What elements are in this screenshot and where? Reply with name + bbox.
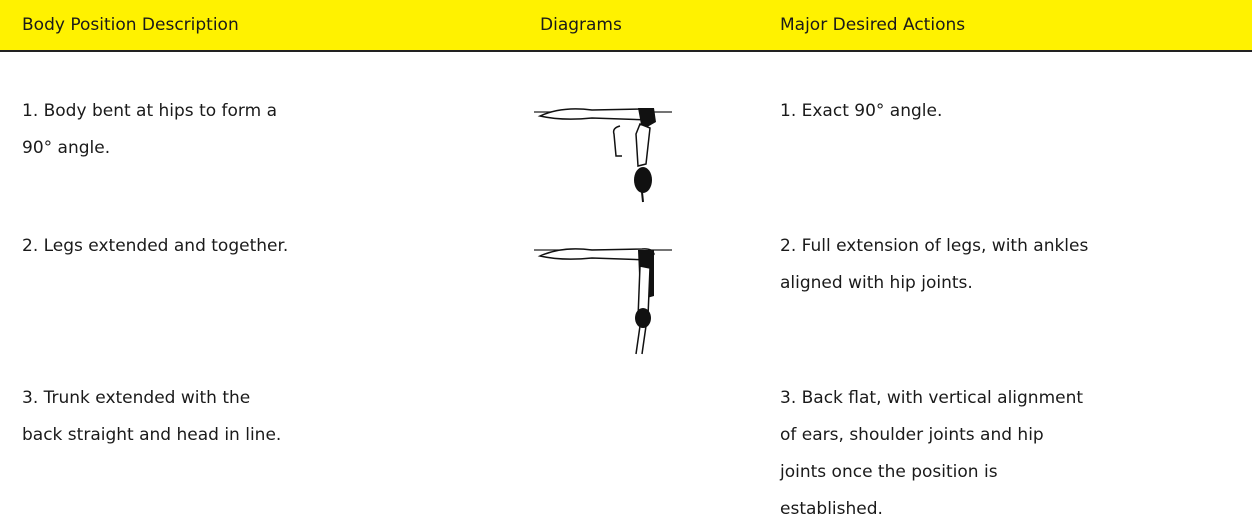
actions-cell: 2. Full extension of legs, with ankles al… (780, 228, 1088, 302)
description-line: 2. Legs extended and together. (22, 236, 289, 256)
actions-cell: 3. Back flat, with vertical alignment of … (780, 380, 1083, 528)
diagram-pike-1 (534, 108, 672, 203)
actions-line: 1. Exact 90° angle. (780, 101, 943, 121)
description-line: 3. Trunk extended with the (22, 388, 251, 408)
description-line: back straight and head in line. (22, 425, 282, 445)
table-header: Body Position Description Diagrams Major… (0, 0, 1252, 52)
description-cell: 2. Legs extended and together. (22, 228, 288, 265)
description-line: 90° angle. (22, 138, 111, 158)
actions-line: 3. Back flat, with vertical alignment (780, 388, 1084, 408)
description-cell: 3. Trunk extended with the back straight … (22, 380, 281, 454)
actions-line: joints once the position is (780, 462, 998, 482)
column-header: Body Position Description (22, 15, 239, 35)
description-cell: 1. Body bent at hips to form a 90° angle. (22, 93, 277, 167)
column-header: Major Desired Actions (780, 15, 966, 35)
actions-line: of ears, shoulder joints and hip (780, 425, 1044, 445)
actions-cell: 1. Exact 90° angle. (780, 93, 942, 130)
column-header: Diagrams (540, 15, 622, 35)
actions-line: established. (780, 499, 883, 519)
actions-line: 2. Full extension of legs, with ankles (780, 236, 1089, 256)
diagram-pike-2 (534, 248, 672, 355)
actions-line: aligned with hip joints. (780, 273, 973, 293)
description-line: 1. Body bent at hips to form a (22, 101, 277, 121)
